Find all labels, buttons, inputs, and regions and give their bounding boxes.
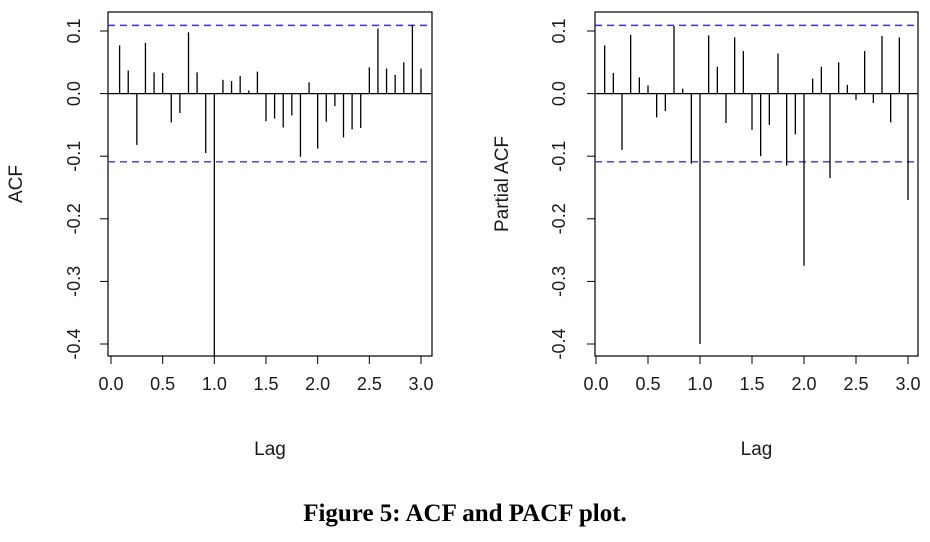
y-tick-label: 0.0 (64, 81, 84, 106)
x-tick-label: 2.0 (791, 374, 816, 394)
x-tick-label: 3.0 (408, 374, 433, 394)
y-tick-label: 0.1 (549, 18, 569, 43)
y-tick-label: 0.0 (549, 81, 569, 106)
x-tick-label: 0.0 (583, 374, 608, 394)
x-axis-title: Lag (741, 439, 773, 460)
y-tick-label: -0.2 (64, 203, 84, 234)
x-tick-label: 0.0 (98, 374, 123, 394)
x-axis-title: Lag (254, 439, 286, 460)
y-axis-title: ACF (6, 165, 27, 203)
pacf-panel: 0.0 0.5 1.0 1.5 2.0 2.5 3.0 -0.4 -0.3 -0.2 -0.1 0.0… (492, 11, 921, 460)
y-tick-label: -0.1 (549, 141, 569, 172)
figure-caption: Figure 5: ACF and PACF plot. (303, 500, 627, 527)
y-tick-label: 0.1 (64, 18, 84, 43)
x-tick-label: 2.5 (357, 374, 382, 394)
x-tick-label: 1.5 (739, 374, 764, 394)
y-tick-label: -0.4 (549, 328, 569, 359)
plot-frame (107, 11, 433, 357)
x-tick-label: 0.5 (635, 374, 660, 394)
plot-frame (594, 11, 919, 357)
x-tick-label: 2.0 (305, 374, 330, 394)
y-tick-label: -0.2 (549, 203, 569, 234)
y-tick-label: -0.1 (64, 141, 84, 172)
x-tick-label: 3.0 (895, 374, 920, 394)
y-tick-label: -0.3 (64, 266, 84, 297)
acf-pacf-figure: 0.0 0.5 1.0 1.5 2.0 2.5 3.0 -0.4 -0.3 -0.2 -0.1 0.0… (6, 11, 921, 460)
y-tick-label: -0.4 (64, 328, 84, 359)
x-tick-label: 2.5 (843, 374, 868, 394)
acf-panel: 0.0 0.5 1.0 1.5 2.0 2.5 3.0 -0.4 -0.3 -0.2 -0.1 0.0… (6, 11, 434, 460)
y-tick-label: -0.3 (549, 266, 569, 297)
y-axis-title: Partial ACF (492, 136, 513, 232)
x-tick-label: 1.0 (202, 374, 227, 394)
x-tick-label: 1.5 (253, 374, 278, 394)
x-tick-label: 0.5 (150, 374, 175, 394)
x-tick-label: 1.0 (687, 374, 712, 394)
